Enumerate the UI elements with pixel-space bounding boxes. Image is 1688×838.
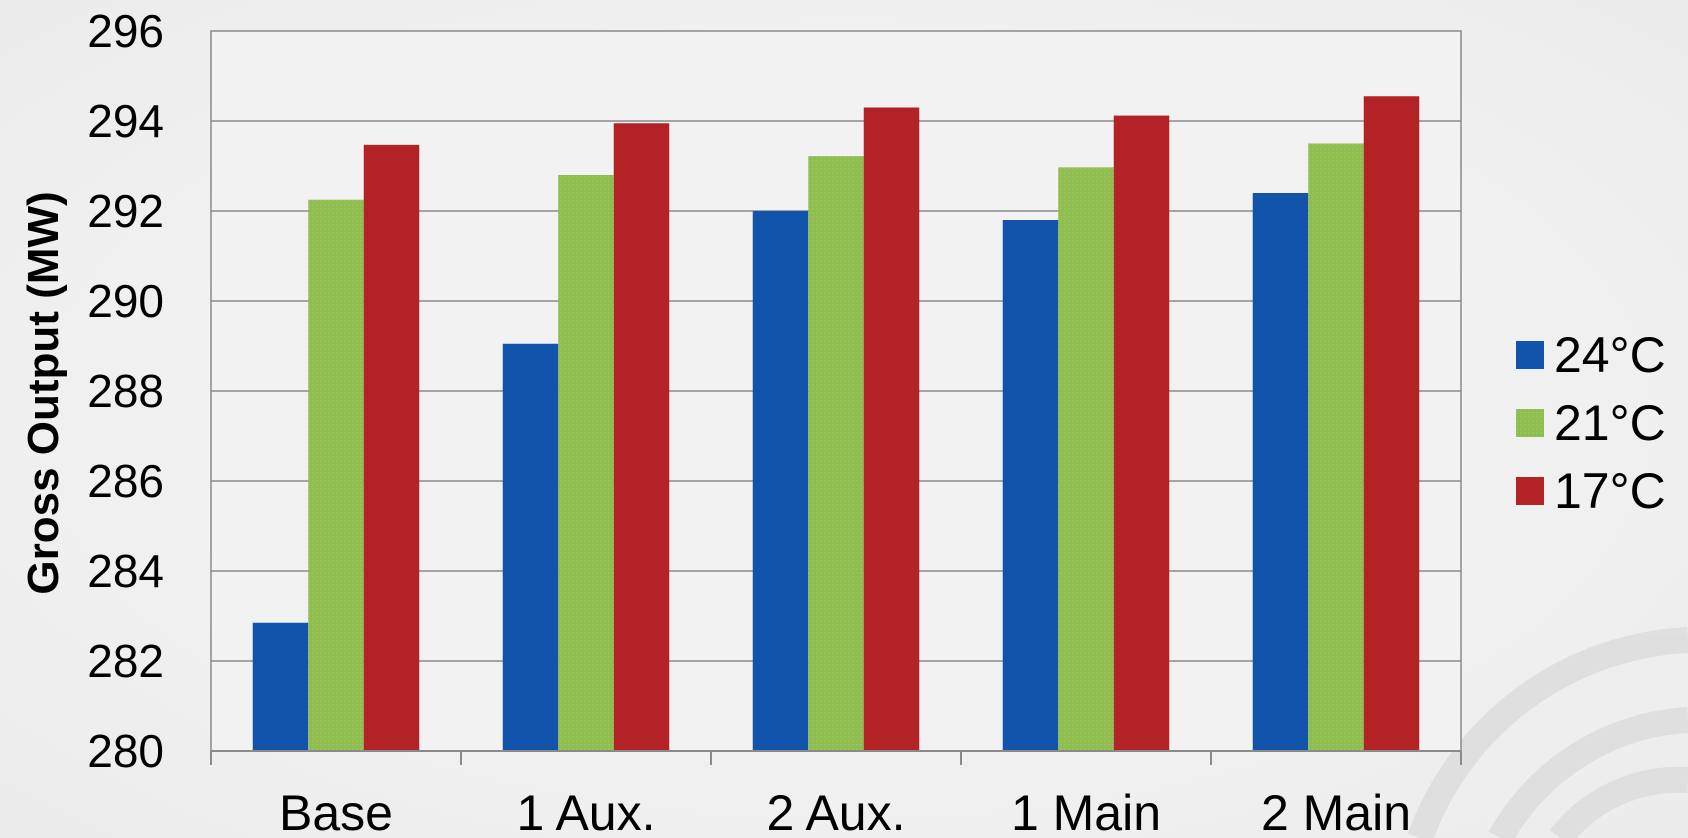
decorative-arcs [1407, 627, 1688, 838]
legend-label: 17°C [1554, 463, 1666, 519]
x-tick-label: 2 Main [1261, 785, 1411, 838]
y-tick-label: 288 [87, 365, 164, 417]
y-tick-label: 286 [87, 455, 164, 507]
bar [1252, 193, 1309, 751]
bar [502, 343, 559, 751]
y-axis-tick-labels: 280 282 284 286 288 290 292 294 296 [87, 5, 164, 777]
x-axis-tick-labels: Base 1 Aux. 2 Aux. 1 Main 2 Main [279, 785, 1411, 838]
y-tick-label: 296 [87, 5, 164, 57]
bar [1308, 143, 1364, 751]
y-axis-label: Gross Output (MW) [19, 191, 68, 594]
legend-label: 24°C [1554, 327, 1666, 383]
bar [1113, 115, 1170, 752]
bar [558, 175, 614, 751]
x-axis [210, 750, 1462, 765]
legend-swatch [1516, 409, 1544, 437]
bar [252, 622, 309, 751]
bar [1363, 96, 1420, 751]
legend: 24°C 21°C 17°C [1516, 327, 1666, 519]
x-tick-label: 1 Aux. [517, 785, 656, 838]
y-tick-label: 284 [87, 545, 164, 597]
y-tick-label: 290 [87, 275, 164, 327]
bar [1002, 220, 1059, 751]
legend-swatch [1516, 341, 1544, 369]
y-tick-label: 292 [87, 185, 164, 237]
y-tick-label: 282 [87, 635, 164, 687]
y-tick-label: 280 [87, 725, 164, 777]
x-tick-label: 2 Aux. [767, 785, 906, 838]
bar [808, 156, 864, 752]
bar [363, 144, 420, 752]
legend-swatch [1516, 477, 1544, 505]
x-tick-label: 1 Main [1011, 785, 1161, 838]
bar [752, 211, 809, 751]
bars [252, 96, 1420, 752]
bar [308, 199, 364, 751]
legend-label: 21°C [1554, 395, 1666, 451]
bar [613, 123, 670, 751]
x-tick-label: Base [279, 785, 393, 838]
y-tick-label: 294 [87, 95, 164, 147]
bar [863, 107, 920, 751]
bar [1058, 167, 1114, 752]
